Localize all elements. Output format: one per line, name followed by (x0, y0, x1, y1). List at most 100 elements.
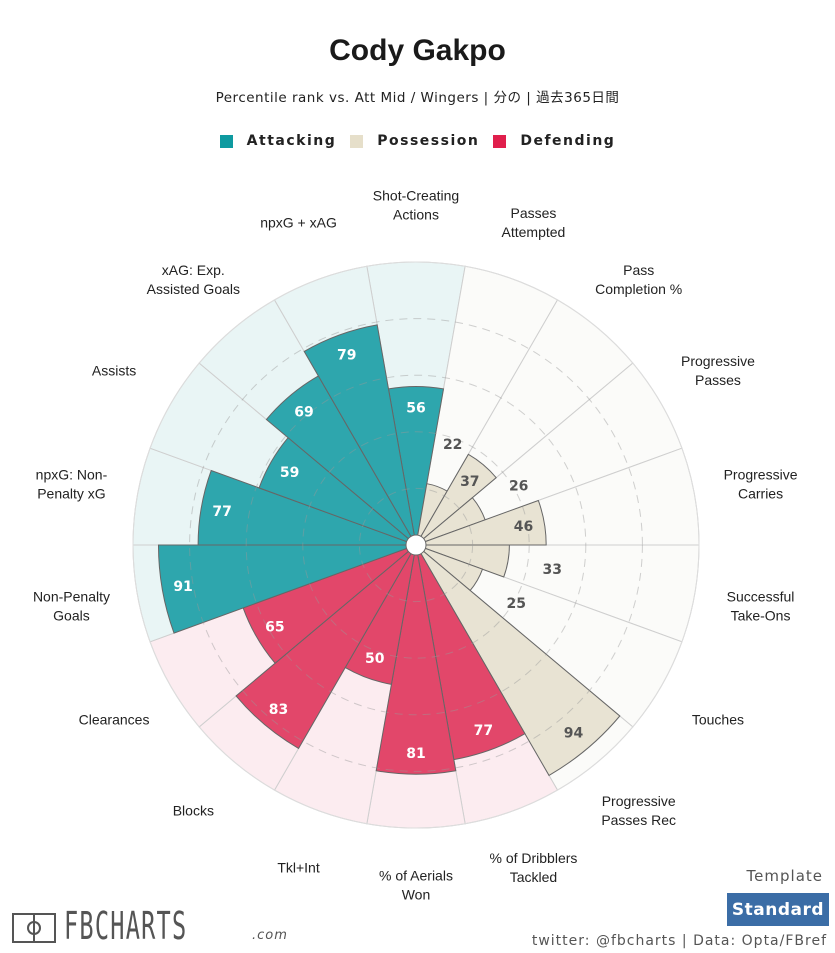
chart-title: Cody Gakpo (329, 34, 506, 67)
value-label-progressive-passes: 26 (509, 479, 528, 495)
legend-swatch-attacking (219, 134, 233, 148)
category-label-of-dribblers-tackled: % of Dribblers Tackled (489, 850, 577, 885)
category-label-progressive-carries: Progressive Carries (724, 467, 798, 502)
category-label-npxg-xag: npxG + xAG (260, 214, 337, 230)
category-label-line: Assists (92, 363, 136, 379)
bar-blocks (235, 544, 417, 750)
category-label-line: xAG: Exp. (162, 262, 225, 278)
category-label-line: Attempted (502, 224, 566, 240)
category-label-line: Progressive (681, 353, 755, 369)
template-standard-button[interactable]: Standard (727, 893, 829, 926)
value-label-npxg-non-penalty-xg: 77 (212, 504, 231, 520)
bar-npxg-xag (303, 324, 417, 546)
category-label-progressive-passes-rec: Progressive Passes Rec (601, 793, 676, 828)
category-label-line: Completion % (595, 281, 682, 297)
legend-swatch-defending (493, 134, 507, 148)
category-label-successful-take-ons: Successful Take-Ons (727, 588, 795, 623)
gridline-60 (245, 374, 587, 716)
bar-of-aerials-won (375, 544, 457, 775)
value-label-progressive-passes-rec: 94 (564, 726, 584, 742)
category-label-npxg-non-penalty-xg: npxG: Non- Penalty xG (36, 467, 108, 502)
credit-text: twitter: @fbcharts | Data: Opta/FBref (531, 933, 827, 949)
value-label-tkl-int: 50 (365, 651, 385, 667)
category-label-line: npxG + xAG (260, 214, 337, 230)
value-label-successful-take-ons: 33 (543, 562, 562, 578)
bar-progressive-carries (415, 499, 547, 546)
category-label-line: Shot-Creating (373, 188, 459, 204)
bar-pass-completion (415, 453, 497, 546)
logo-suffix: .com (252, 928, 288, 943)
category-label-line: Pass (623, 262, 654, 278)
category-label-clearances: Clearances (79, 711, 150, 727)
bar-progressive-passes-rec (415, 544, 621, 777)
legend-label: Attacking (246, 133, 337, 149)
category-label-assists: Assists (92, 363, 136, 379)
legend-label: Possession (377, 133, 480, 149)
legend-item-attacking: Attacking (219, 133, 337, 149)
value-label-clearances: 65 (265, 619, 284, 635)
category-label-line: Touches (692, 711, 744, 727)
category-label-line: % of Aerials (379, 868, 453, 884)
category-label-line: Non-Penalty (33, 588, 110, 604)
value-label-progressive-carries: 46 (514, 519, 533, 535)
value-label-passes-attempted: 22 (443, 437, 462, 453)
template-label: Template (746, 867, 823, 885)
category-label-line: Passes (695, 372, 741, 388)
chart-subtitle: Percentile rank vs. Att Mid / Wingers | … (215, 90, 620, 106)
category-label-touches: Touches (692, 711, 744, 727)
bar-npxg-non-penalty-xg (197, 469, 417, 546)
legend-item-possession: Possession (350, 133, 479, 149)
pitch-icon (12, 913, 56, 943)
category-label-line: Passes Rec (601, 812, 676, 828)
legend-item-defending: Defending (493, 133, 615, 149)
legend-swatch-possession (350, 134, 364, 148)
category-label-line: Goals (53, 607, 90, 623)
category-label-line: Penalty xG (37, 486, 105, 502)
category-label-line: Passes (510, 205, 556, 221)
category-label-xag-exp-assisted-goals: xAG: Exp. Assisted Goals (147, 262, 240, 297)
value-label-touches: 25 (507, 596, 526, 612)
category-label-line: Clearances (79, 711, 150, 727)
category-label-non-penalty-goals: Non-Penalty Goals (33, 588, 110, 623)
gridline-40 (302, 431, 530, 659)
center-hub (405, 534, 427, 556)
category-label-line: Won (402, 887, 431, 903)
value-label-blocks: 83 (269, 702, 288, 718)
value-label-npxg-xag: 79 (337, 348, 356, 364)
value-label-of-dribblers-tackled: 77 (474, 723, 493, 739)
category-label-line: Progressive (602, 793, 676, 809)
value-label-pass-completion: 37 (460, 474, 479, 490)
category-label-line: Successful (727, 588, 795, 604)
legend: Attacking Possession Defending (0, 133, 835, 149)
fbcharts-logo: FBCHARTS .com (12, 904, 288, 948)
category-label-tkl-int: Tkl+Int (277, 860, 320, 876)
legend-label: Defending (520, 133, 616, 149)
gridline-80 (189, 318, 643, 772)
category-label-line: Tkl+Int (277, 860, 320, 876)
value-label-assists: 59 (280, 465, 299, 481)
category-label-line: Actions (393, 207, 439, 223)
category-label-line: Carries (738, 486, 783, 502)
category-label-line: Assisted Goals (147, 281, 240, 297)
category-label-line: Progressive (724, 467, 798, 483)
logo-text: FBCHARTS (64, 904, 188, 948)
category-label-line: Take-Ons (731, 607, 791, 623)
bar-non-penalty-goals (157, 544, 417, 634)
value-label-of-aerials-won: 81 (406, 746, 425, 762)
category-label-shot-creating-actions: Shot-Creating Actions (373, 188, 459, 223)
category-label-passes-attempted: Passes Attempted (502, 205, 566, 240)
value-label-xag-exp-assisted-goals: 69 (294, 405, 313, 421)
category-label-of-aerials-won: % of Aerials Won (379, 868, 453, 903)
category-label-pass-completion: Pass Completion % (595, 262, 682, 297)
category-label-line: % of Dribblers (489, 850, 577, 866)
gridline-20 (358, 487, 474, 603)
value-label-non-penalty-goals: 91 (173, 579, 192, 595)
category-label-line: Blocks (173, 802, 214, 818)
outer-ring (132, 261, 700, 829)
category-label-progressive-passes: Progressive Passes (681, 353, 755, 388)
value-label-shot-creating-actions: 56 (406, 401, 425, 417)
category-label-line: npxG: Non- (36, 467, 108, 483)
category-label-line: Tackled (510, 869, 557, 885)
category-label-blocks: Blocks (173, 802, 214, 818)
